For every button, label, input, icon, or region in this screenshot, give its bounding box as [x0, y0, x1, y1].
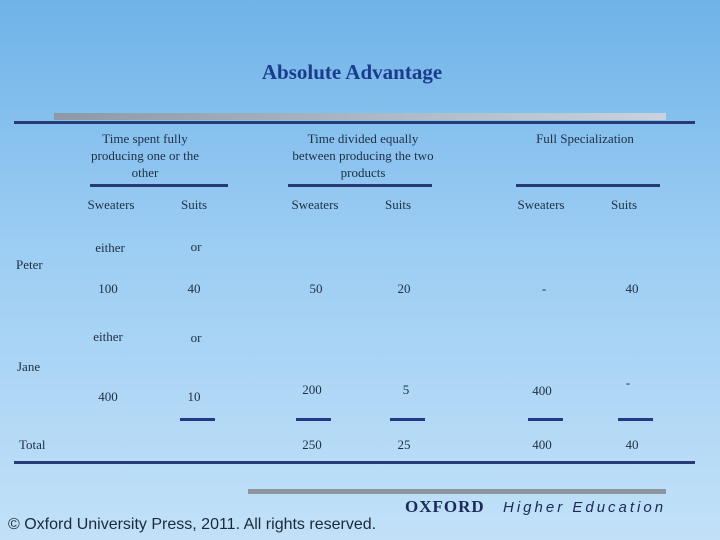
peter-or: or: [190, 239, 202, 254]
header-underline-1: [90, 184, 228, 187]
header-specialization: Full Specialization: [536, 131, 634, 146]
total-sweaters-divided: 250: [302, 437, 322, 452]
jane-suits-full: 10: [187, 389, 201, 404]
total-suits-divided: 25: [397, 437, 411, 452]
header-underline-3: [516, 184, 660, 187]
peter-sweaters-specialized: -: [541, 281, 547, 296]
row-label-jane: Jane: [17, 359, 41, 374]
copyright-notice: © Oxford University Press, 2011. All rig…: [8, 516, 377, 533]
jane-suits-divided: 5: [402, 382, 410, 397]
row-label-peter: Peter: [16, 257, 43, 272]
jane-either: either: [93, 329, 123, 344]
peter-suits-specialized: 40: [625, 281, 639, 296]
table-top-rule: [14, 121, 695, 124]
subheader-sweaters-1: Sweaters: [87, 197, 135, 212]
peter-sweaters-full: 100: [98, 281, 118, 296]
total-suits-specialized: 40: [625, 437, 639, 452]
table-bottom-rule: [14, 461, 695, 464]
page-title: Absolute Advantage: [261, 60, 443, 84]
oxford-logo: OXFORD: [405, 497, 485, 516]
peter-suits-full: 40: [187, 281, 201, 296]
peter-sweaters-divided: 50: [309, 281, 323, 296]
footer-divider: [248, 489, 666, 494]
total-sweaters-specialized: 400: [532, 437, 552, 452]
jane-sweaters-specialized: 400: [532, 383, 552, 398]
jane-suits-specialized: -: [625, 375, 631, 390]
subheader-sweaters-2: Sweaters: [291, 197, 339, 212]
header-divided-time: Time divided equally between producing t…: [292, 131, 434, 180]
subtotal-rule-2: [296, 418, 331, 421]
subheader-suits-1: Suits: [180, 197, 207, 212]
jane-or: or: [190, 330, 202, 345]
header-underline-2: [288, 184, 432, 187]
subtotal-rule-5: [618, 418, 653, 421]
peter-suits-divided: 20: [397, 281, 411, 296]
subheader-suits-3: Suits: [610, 197, 637, 212]
row-label-total: Total: [19, 437, 46, 452]
subtotal-rule-1: [180, 418, 215, 421]
subheader-suits-2: Suits: [384, 197, 411, 212]
peter-either: either: [95, 240, 125, 255]
header-full-time: Time spent fully producing one or the ot…: [91, 131, 199, 180]
higher-education-logo: Higher Education: [503, 499, 667, 516]
subheader-sweaters-3: Sweaters: [517, 197, 565, 212]
subtotal-rule-3: [390, 418, 425, 421]
title-divider: [54, 113, 666, 120]
jane-sweaters-divided: 200: [302, 382, 322, 397]
subtotal-rule-4: [528, 418, 563, 421]
jane-sweaters-full: 400: [98, 389, 118, 404]
